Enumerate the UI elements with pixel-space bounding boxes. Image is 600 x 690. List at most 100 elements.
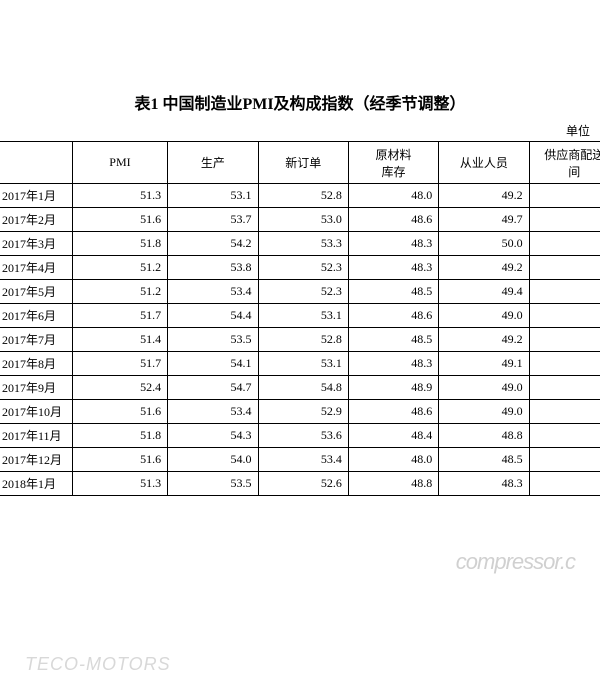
cell-period: 2017年5月 xyxy=(0,280,72,304)
cell-employees: 49.0 xyxy=(439,304,529,328)
table-row: 2017年6月51.754.453.148.649.0 xyxy=(0,304,600,328)
table-container: PMI 生产 新订单 原材料 库存 从业人员 供应商配送 间 2017年1月51… xyxy=(0,141,600,496)
col-header-production: 生产 xyxy=(168,142,258,184)
cell-new_orders: 52.9 xyxy=(258,400,348,424)
cell-raw_materials: 48.9 xyxy=(348,376,438,400)
cell-raw_materials: 48.3 xyxy=(348,352,438,376)
cell-new_orders: 52.3 xyxy=(258,280,348,304)
cell-employees: 48.3 xyxy=(439,472,529,496)
cell-supplier xyxy=(529,376,600,400)
col-header-pmi: PMI xyxy=(72,142,167,184)
cell-period: 2017年9月 xyxy=(0,376,72,400)
cell-production: 54.0 xyxy=(168,448,258,472)
table-row: 2017年1月51.353.152.848.049.2 xyxy=(0,184,600,208)
cell-raw_materials: 48.8 xyxy=(348,472,438,496)
table-header-row: PMI 生产 新订单 原材料 库存 从业人员 供应商配送 间 xyxy=(0,142,600,184)
cell-new_orders: 52.3 xyxy=(258,256,348,280)
cell-employees: 49.2 xyxy=(439,256,529,280)
cell-pmi: 51.6 xyxy=(72,208,167,232)
cell-supplier xyxy=(529,352,600,376)
cell-production: 54.1 xyxy=(168,352,258,376)
cell-period: 2017年11月 xyxy=(0,424,72,448)
cell-pmi: 51.2 xyxy=(72,256,167,280)
col-header-rawmaterials: 原材料 库存 xyxy=(348,142,438,184)
cell-period: 2017年12月 xyxy=(0,448,72,472)
cell-pmi: 51.7 xyxy=(72,304,167,328)
col-header-supplier: 供应商配送 间 xyxy=(529,142,600,184)
table-row: 2017年9月52.454.754.848.949.0 xyxy=(0,376,600,400)
cell-pmi: 51.4 xyxy=(72,328,167,352)
cell-new_orders: 53.1 xyxy=(258,352,348,376)
cell-pmi: 52.4 xyxy=(72,376,167,400)
cell-pmi: 51.2 xyxy=(72,280,167,304)
table-body: 2017年1月51.353.152.848.049.22017年2月51.653… xyxy=(0,184,600,496)
cell-production: 54.2 xyxy=(168,232,258,256)
cell-pmi: 51.7 xyxy=(72,352,167,376)
table-row: 2017年8月51.754.153.148.349.1 xyxy=(0,352,600,376)
table-row: 2018年1月51.353.552.648.848.3 xyxy=(0,472,600,496)
cell-employees: 49.1 xyxy=(439,352,529,376)
cell-new_orders: 52.6 xyxy=(258,472,348,496)
table-row: 2017年12月51.654.053.448.048.5 xyxy=(0,448,600,472)
cell-new_orders: 53.6 xyxy=(258,424,348,448)
cell-production: 54.7 xyxy=(168,376,258,400)
cell-production: 53.5 xyxy=(168,472,258,496)
cell-supplier xyxy=(529,256,600,280)
table-row: 2017年10月51.653.452.948.649.0 xyxy=(0,400,600,424)
cell-raw_materials: 48.0 xyxy=(348,448,438,472)
cell-raw_materials: 48.6 xyxy=(348,208,438,232)
cell-period: 2017年7月 xyxy=(0,328,72,352)
watermark-teco: TECO-MOTORS xyxy=(25,654,171,675)
cell-pmi: 51.8 xyxy=(72,424,167,448)
cell-production: 54.3 xyxy=(168,424,258,448)
cell-pmi: 51.3 xyxy=(72,184,167,208)
cell-employees: 49.7 xyxy=(439,208,529,232)
cell-raw_materials: 48.6 xyxy=(348,304,438,328)
cell-supplier xyxy=(529,208,600,232)
cell-supplier xyxy=(529,328,600,352)
cell-period: 2017年8月 xyxy=(0,352,72,376)
cell-supplier xyxy=(529,472,600,496)
cell-employees: 48.8 xyxy=(439,424,529,448)
pmi-table: PMI 生产 新订单 原材料 库存 从业人员 供应商配送 间 2017年1月51… xyxy=(0,141,600,496)
cell-raw_materials: 48.6 xyxy=(348,400,438,424)
cell-supplier xyxy=(529,304,600,328)
cell-pmi: 51.6 xyxy=(72,400,167,424)
cell-supplier xyxy=(529,280,600,304)
cell-new_orders: 54.8 xyxy=(258,376,348,400)
cell-period: 2017年2月 xyxy=(0,208,72,232)
cell-employees: 49.2 xyxy=(439,184,529,208)
cell-production: 53.8 xyxy=(168,256,258,280)
table-row: 2017年2月51.653.753.048.649.7 xyxy=(0,208,600,232)
cell-production: 53.1 xyxy=(168,184,258,208)
cell-employees: 50.0 xyxy=(439,232,529,256)
cell-employees: 49.2 xyxy=(439,328,529,352)
cell-supplier xyxy=(529,232,600,256)
col-header-neworders: 新订单 xyxy=(258,142,348,184)
cell-production: 54.4 xyxy=(168,304,258,328)
table-row: 2017年7月51.453.552.848.549.2 xyxy=(0,328,600,352)
cell-raw_materials: 48.5 xyxy=(348,328,438,352)
cell-employees: 49.4 xyxy=(439,280,529,304)
rawmaterials-line2: 库存 xyxy=(382,165,406,179)
cell-supplier xyxy=(529,424,600,448)
cell-pmi: 51.8 xyxy=(72,232,167,256)
cell-supplier xyxy=(529,448,600,472)
watermark-compressor: compressor.c xyxy=(456,549,575,575)
cell-period: 2017年3月 xyxy=(0,232,72,256)
cell-pmi: 51.3 xyxy=(72,472,167,496)
cell-new_orders: 53.3 xyxy=(258,232,348,256)
cell-new_orders: 53.1 xyxy=(258,304,348,328)
col-header-period xyxy=(0,142,72,184)
cell-raw_materials: 48.4 xyxy=(348,424,438,448)
cell-raw_materials: 48.3 xyxy=(348,232,438,256)
col-header-employees: 从业人员 xyxy=(439,142,529,184)
cell-employees: 49.0 xyxy=(439,400,529,424)
cell-raw_materials: 48.3 xyxy=(348,256,438,280)
supplier-line2: 间 xyxy=(568,165,580,179)
cell-production: 53.7 xyxy=(168,208,258,232)
cell-new_orders: 53.0 xyxy=(258,208,348,232)
cell-raw_materials: 48.5 xyxy=(348,280,438,304)
rawmaterials-line1: 原材料 xyxy=(376,148,412,162)
cell-period: 2018年1月 xyxy=(0,472,72,496)
